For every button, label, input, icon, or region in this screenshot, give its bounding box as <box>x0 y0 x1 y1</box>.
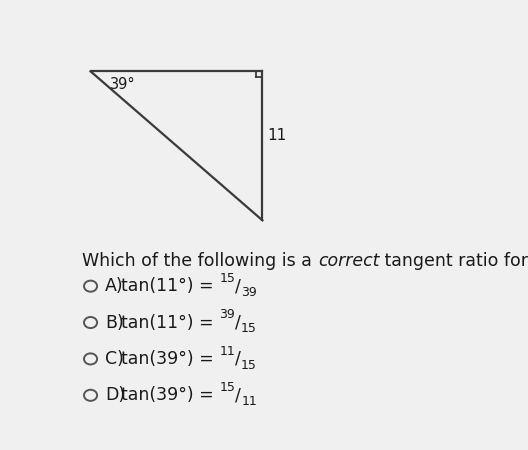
Text: A): A) <box>105 277 124 295</box>
Text: 15: 15 <box>220 381 235 394</box>
Text: /: / <box>235 386 241 404</box>
Text: correct: correct <box>318 252 379 270</box>
Text: /: / <box>235 350 241 368</box>
Text: Which of the following is a: Which of the following is a <box>82 252 318 270</box>
Text: 39: 39 <box>241 286 257 299</box>
Text: tan(11°) =: tan(11°) = <box>121 277 219 295</box>
Text: 15: 15 <box>241 359 257 372</box>
Text: 39: 39 <box>219 308 235 321</box>
Text: 11: 11 <box>241 395 257 408</box>
Text: /: / <box>235 314 241 332</box>
Text: 15: 15 <box>241 322 257 335</box>
Text: /: / <box>235 277 241 295</box>
Text: 11: 11 <box>220 345 235 358</box>
Text: tangent ratio for the figure?: tangent ratio for the figure? <box>379 252 528 270</box>
Text: C): C) <box>105 350 124 368</box>
Text: tan(11°) =: tan(11°) = <box>121 314 219 332</box>
Text: 11: 11 <box>267 128 287 143</box>
Text: 39°: 39° <box>110 76 136 91</box>
Text: D): D) <box>105 386 125 404</box>
Text: tan(39°) =: tan(39°) = <box>121 386 220 404</box>
Text: B): B) <box>105 314 124 332</box>
Text: tan(39°) =: tan(39°) = <box>121 350 220 368</box>
Text: 15: 15 <box>219 272 235 285</box>
